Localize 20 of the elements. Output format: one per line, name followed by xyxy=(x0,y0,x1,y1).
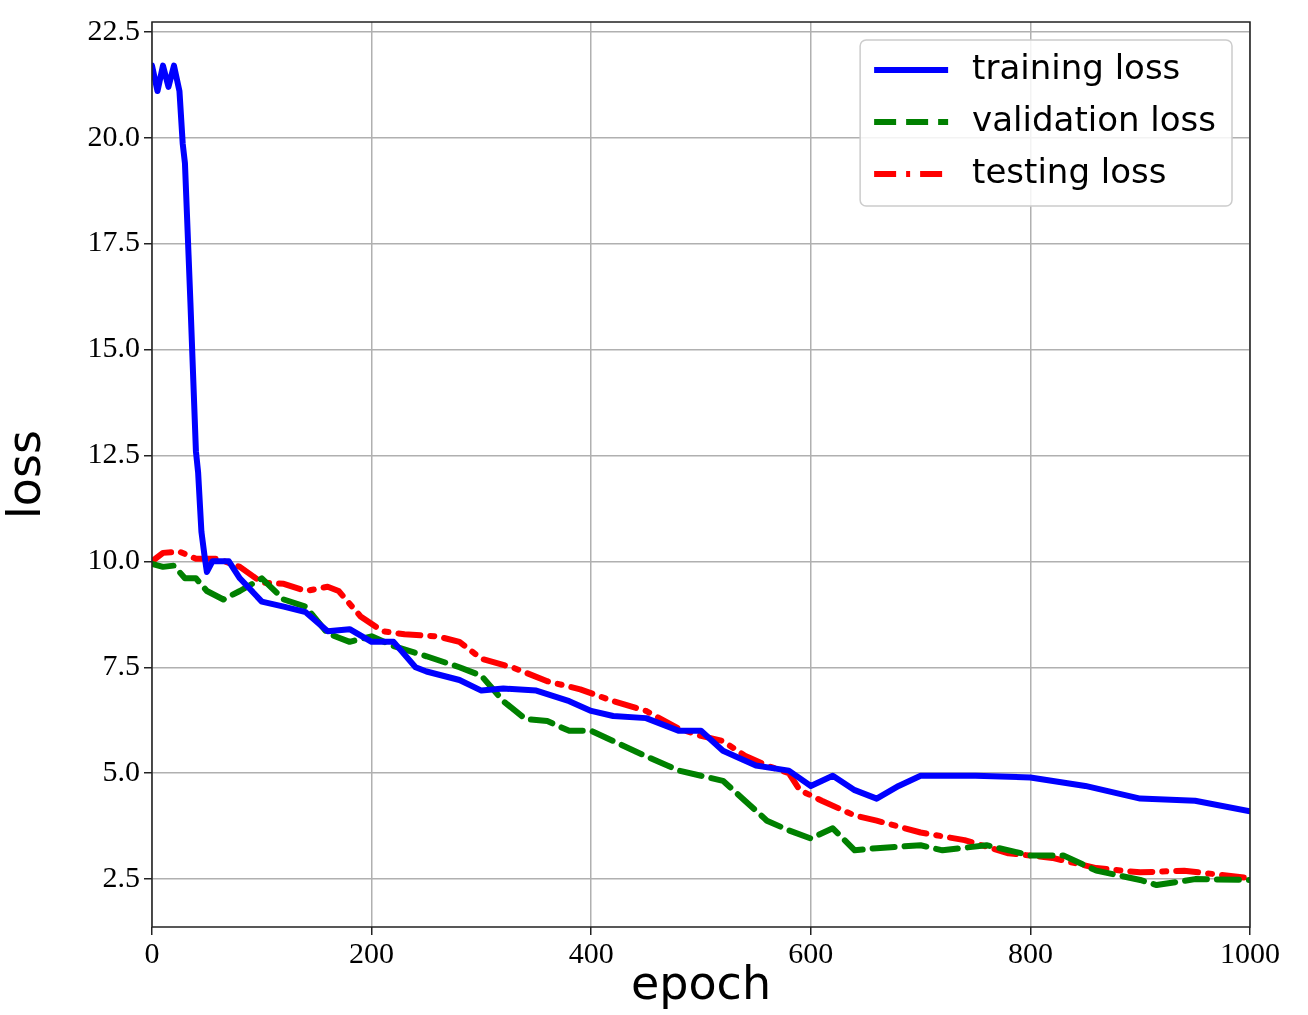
y-tick-label: 15.0 xyxy=(87,330,140,364)
y-tick-label: 12.5 xyxy=(87,436,140,470)
y-tick-label: 5.0 xyxy=(102,754,140,788)
y-axis-title: loss xyxy=(0,430,51,519)
legend-label: testing loss xyxy=(972,150,1167,191)
y-tick-label: 2.5 xyxy=(102,860,140,893)
y-tick-label: 20.0 xyxy=(87,118,140,152)
x-axis-title: epoch xyxy=(630,956,772,1011)
x-tick-label: 0 xyxy=(144,935,160,969)
x-tick-label: 600 xyxy=(788,935,834,969)
y-tick-label: 7.5 xyxy=(102,648,140,682)
x-tick-label: 400 xyxy=(568,935,614,969)
legend-label: validation loss xyxy=(972,98,1217,139)
x-tick-label: 800 xyxy=(1007,935,1053,969)
y-tick-label: 22.5 xyxy=(87,12,140,46)
y-tick-label: 17.5 xyxy=(87,224,140,258)
x-tick-label: 200 xyxy=(349,935,395,969)
legend-label: training loss xyxy=(972,46,1181,87)
x-tick-label: 1000 xyxy=(1220,935,1280,969)
y-tick-label: 10.0 xyxy=(87,542,140,576)
